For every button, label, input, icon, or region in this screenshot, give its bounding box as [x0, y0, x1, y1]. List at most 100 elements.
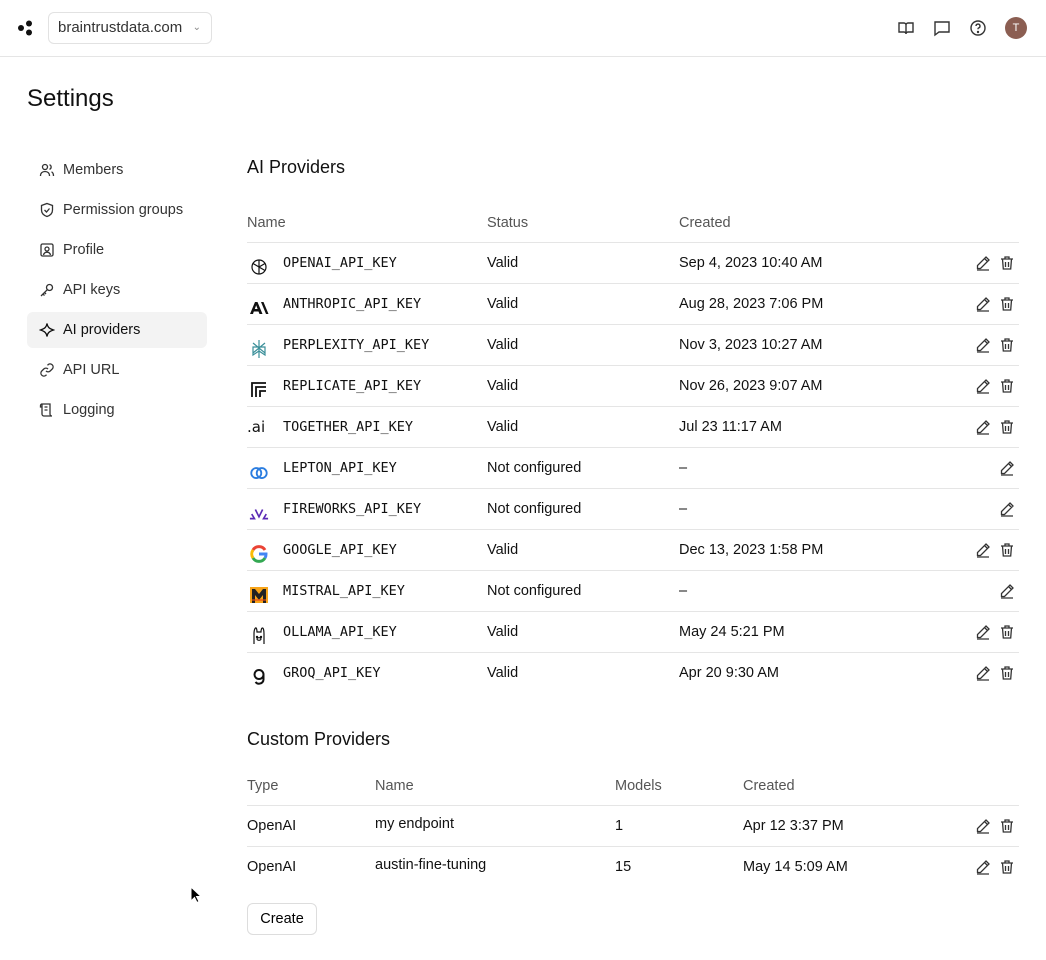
sidebar-item-api-keys[interactable]: API keys	[27, 272, 207, 308]
sparkle-icon	[39, 323, 55, 337]
edit-icon[interactable]	[975, 818, 991, 834]
sidebar-item-label: API keys	[63, 282, 121, 298]
column-name: Name	[247, 215, 286, 231]
groq-icon	[249, 663, 269, 685]
column-name: Name	[375, 778, 414, 794]
org-selector[interactable]: braintrustdata.com ⌄	[48, 12, 212, 44]
edit-icon[interactable]	[975, 624, 991, 640]
created-date: Nov 3, 2023 10:27 AM	[679, 337, 823, 353]
provider-name: my endpoint	[375, 816, 454, 832]
row-actions	[975, 624, 1015, 640]
edit-icon[interactable]	[975, 542, 991, 558]
create-custom-provider-button[interactable]: Create	[247, 903, 317, 935]
edit-icon[interactable]	[975, 296, 991, 312]
row-actions	[975, 818, 1015, 834]
delete-icon[interactable]	[999, 296, 1015, 312]
fireworks-icon	[249, 499, 269, 520]
delete-icon[interactable]	[999, 419, 1015, 435]
provider-key-name: FIREWORKS_API_KEY	[283, 501, 422, 517]
chat-icon[interactable]	[932, 18, 952, 38]
created-date: –	[679, 501, 688, 517]
delete-icon[interactable]	[999, 255, 1015, 271]
sidebar-item-members[interactable]: Members	[27, 152, 207, 188]
created-date: Dec 13, 2023 1:58 PM	[679, 542, 824, 558]
row-actions	[975, 255, 1015, 271]
help-icon[interactable]	[968, 18, 988, 38]
status: Valid	[487, 378, 519, 394]
google-icon	[249, 540, 269, 563]
edit-icon[interactable]	[975, 665, 991, 681]
braintrust-logo-icon[interactable]	[17, 19, 35, 37]
model-count: 1	[615, 818, 624, 834]
edit-icon[interactable]	[975, 859, 991, 875]
sidebar-item-profile[interactable]: Profile	[27, 232, 207, 268]
status: Valid	[487, 624, 519, 640]
row-actions	[975, 665, 1015, 681]
edit-icon[interactable]	[975, 255, 991, 271]
column-models: Models	[615, 778, 662, 794]
sidebar-item-api-url[interactable]: API URL	[27, 352, 207, 388]
edit-icon[interactable]	[999, 501, 1015, 517]
edit-icon[interactable]	[975, 378, 991, 394]
status: Valid	[487, 255, 519, 271]
column-type: Type	[247, 778, 279, 794]
edit-icon[interactable]	[975, 337, 991, 353]
status: Not configured	[487, 460, 582, 476]
provider-type: OpenAI	[247, 818, 297, 834]
delete-icon[interactable]	[999, 542, 1015, 558]
sidebar-item-label: AI providers	[63, 322, 141, 338]
status: Valid	[487, 419, 519, 435]
created-date: Apr 20 9:30 AM	[679, 665, 779, 681]
created-date: Sep 4, 2023 10:40 AM	[679, 255, 823, 271]
edit-icon[interactable]	[999, 583, 1015, 599]
row-actions	[975, 419, 1015, 435]
status: Valid	[487, 296, 519, 312]
sidebar-item-label: Permission groups	[63, 202, 184, 218]
edit-icon[interactable]	[975, 419, 991, 435]
provider-key-name: REPLICATE_API_KEY	[283, 378, 422, 394]
row-actions	[999, 583, 1015, 599]
row-actions	[975, 542, 1015, 558]
delete-icon[interactable]	[999, 337, 1015, 353]
status: Valid	[487, 665, 519, 681]
sidebar-item-ai-providers[interactable]: AI providers	[27, 312, 207, 348]
sidebar-item-label: Members	[63, 162, 124, 178]
provider-key-name: OPENAI_API_KEY	[283, 255, 397, 271]
delete-icon[interactable]	[999, 378, 1015, 394]
created-date: May 14 5:09 AM	[743, 859, 848, 875]
sidebar-item-label: API URL	[63, 362, 120, 378]
column-status: Status	[487, 215, 529, 231]
avatar[interactable]: T	[1005, 17, 1027, 39]
mistral-icon	[249, 581, 269, 603]
delete-icon[interactable]	[999, 665, 1015, 681]
created-date: Apr 12 3:37 PM	[743, 818, 844, 834]
custom-providers-heading: Custom Providers	[247, 729, 391, 749]
created-date: –	[679, 583, 688, 599]
provider-row: .ai TOGETHER_API_KEY Valid Jul 23 11:17 …	[247, 406, 1019, 447]
sidebar-item-logging[interactable]: Logging	[27, 392, 207, 428]
sidebar-item-permission-groups[interactable]: Permission groups	[27, 192, 207, 228]
provider-row: MISTRAL_API_KEY Not configured –	[247, 570, 1019, 611]
link-icon	[40, 363, 54, 377]
delete-icon[interactable]	[999, 624, 1015, 640]
status: Not configured	[487, 583, 582, 599]
docs-book-icon[interactable]	[896, 18, 916, 38]
key-icon	[40, 283, 54, 297]
created-date: –	[679, 460, 688, 476]
delete-icon[interactable]	[999, 859, 1015, 875]
custom-providers-table-header: Type Name Models Created	[247, 778, 1019, 798]
provider-row: LEPTON_API_KEY Not configured –	[247, 447, 1019, 488]
delete-icon[interactable]	[999, 818, 1015, 834]
edit-icon[interactable]	[999, 460, 1015, 476]
settings-sidebar: Members Permission groups Profile API ke…	[27, 152, 207, 432]
lepton-icon	[249, 458, 269, 479]
perplexity-icon	[249, 335, 269, 358]
page-title: Settings	[27, 85, 114, 112]
chevron-down-icon: ⌄	[192, 22, 201, 33]
sidebar-item-label: Profile	[63, 242, 105, 258]
provider-row: OLLAMA_API_KEY Valid May 24 5:21 PM	[247, 611, 1019, 652]
row-actions	[999, 460, 1015, 476]
custom-provider-row: OpenAI austin-fine-tuning 15 May 14 5:09…	[247, 846, 1019, 887]
sidebar-item-label: Logging	[63, 402, 115, 418]
mouse-cursor-icon	[190, 886, 202, 904]
